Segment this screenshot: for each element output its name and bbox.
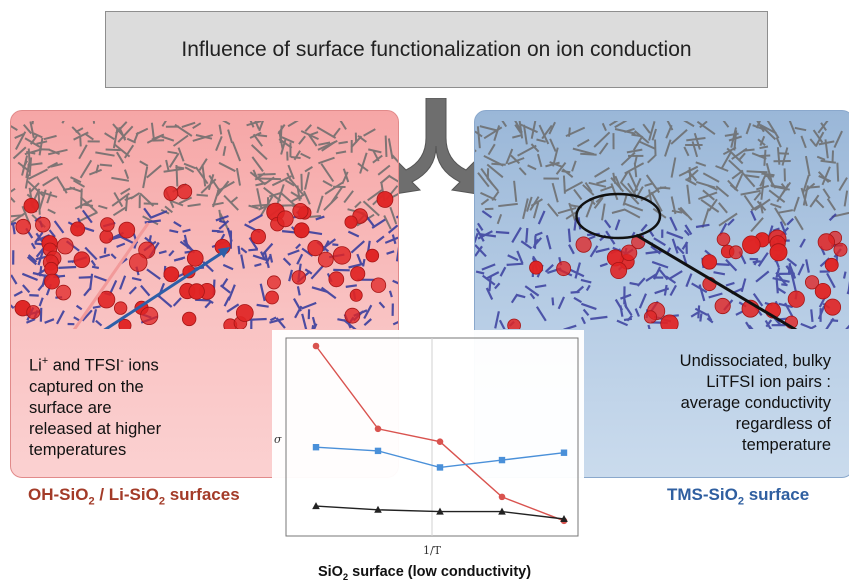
left-panel-text: Li+ and TFSI- ions captured on the surfa… bbox=[29, 351, 259, 461]
data-point bbox=[498, 493, 506, 501]
li-arrow bbox=[72, 222, 150, 329]
data-point bbox=[312, 342, 320, 350]
data-point bbox=[312, 502, 320, 510]
data-point bbox=[560, 449, 568, 456]
left-text-line: released at higher bbox=[29, 419, 162, 438]
li-tfsi-line: Li+ and TFSI- ions bbox=[29, 355, 159, 375]
data-point bbox=[436, 464, 444, 471]
title-box: Influence of surface functionalization o… bbox=[105, 11, 768, 88]
data-point bbox=[436, 438, 444, 445]
right-text-line: average conductivity bbox=[680, 394, 831, 412]
tfsi-arrow bbox=[103, 247, 229, 329]
right-surface-label: TMS-SiO2 surface bbox=[667, 485, 810, 508]
left-surface-label: OH-SiO2 / Li-SiO2 surfaces bbox=[28, 485, 240, 508]
data-point bbox=[498, 507, 506, 515]
left-text-line: temperatures bbox=[29, 440, 127, 459]
bottom-surface-label: SiO2 surface (low conductivity) bbox=[317, 564, 532, 582]
data-point bbox=[312, 444, 320, 451]
y-axis-label: σ bbox=[274, 433, 282, 446]
x-axis-label: 1/T bbox=[423, 544, 442, 557]
data-point bbox=[498, 456, 506, 464]
left-simulation-image bbox=[11, 121, 398, 329]
right-text-line: Undissociated, bulky bbox=[679, 352, 831, 370]
conductivity-chart: σ 1/T bbox=[272, 330, 584, 564]
series-line-0 bbox=[315, 345, 565, 522]
right-text-line: LiTFSI ion pairs : bbox=[706, 373, 831, 391]
chart-svg: σ 1/T bbox=[274, 337, 579, 557]
right-panel-text: Undissociated, bulky LiTFSI ion pairs : … bbox=[571, 351, 831, 456]
ion-pair-highlight bbox=[575, 192, 662, 240]
left-text-line: surface are bbox=[29, 398, 112, 417]
data-point bbox=[560, 514, 568, 522]
ion-pair-arrow bbox=[635, 233, 798, 329]
data-point bbox=[436, 507, 444, 515]
left-text-line: captured on the bbox=[29, 377, 144, 396]
split-arrow-icon bbox=[381, 98, 491, 197]
data-point bbox=[374, 447, 382, 455]
data-point bbox=[374, 425, 382, 433]
right-text-line: temperature bbox=[742, 436, 831, 454]
right-text-line: regardless of bbox=[735, 415, 831, 433]
data-point bbox=[374, 505, 382, 513]
page-title: Influence of surface functionalization o… bbox=[181, 37, 692, 61]
right-simulation-image bbox=[475, 121, 849, 329]
